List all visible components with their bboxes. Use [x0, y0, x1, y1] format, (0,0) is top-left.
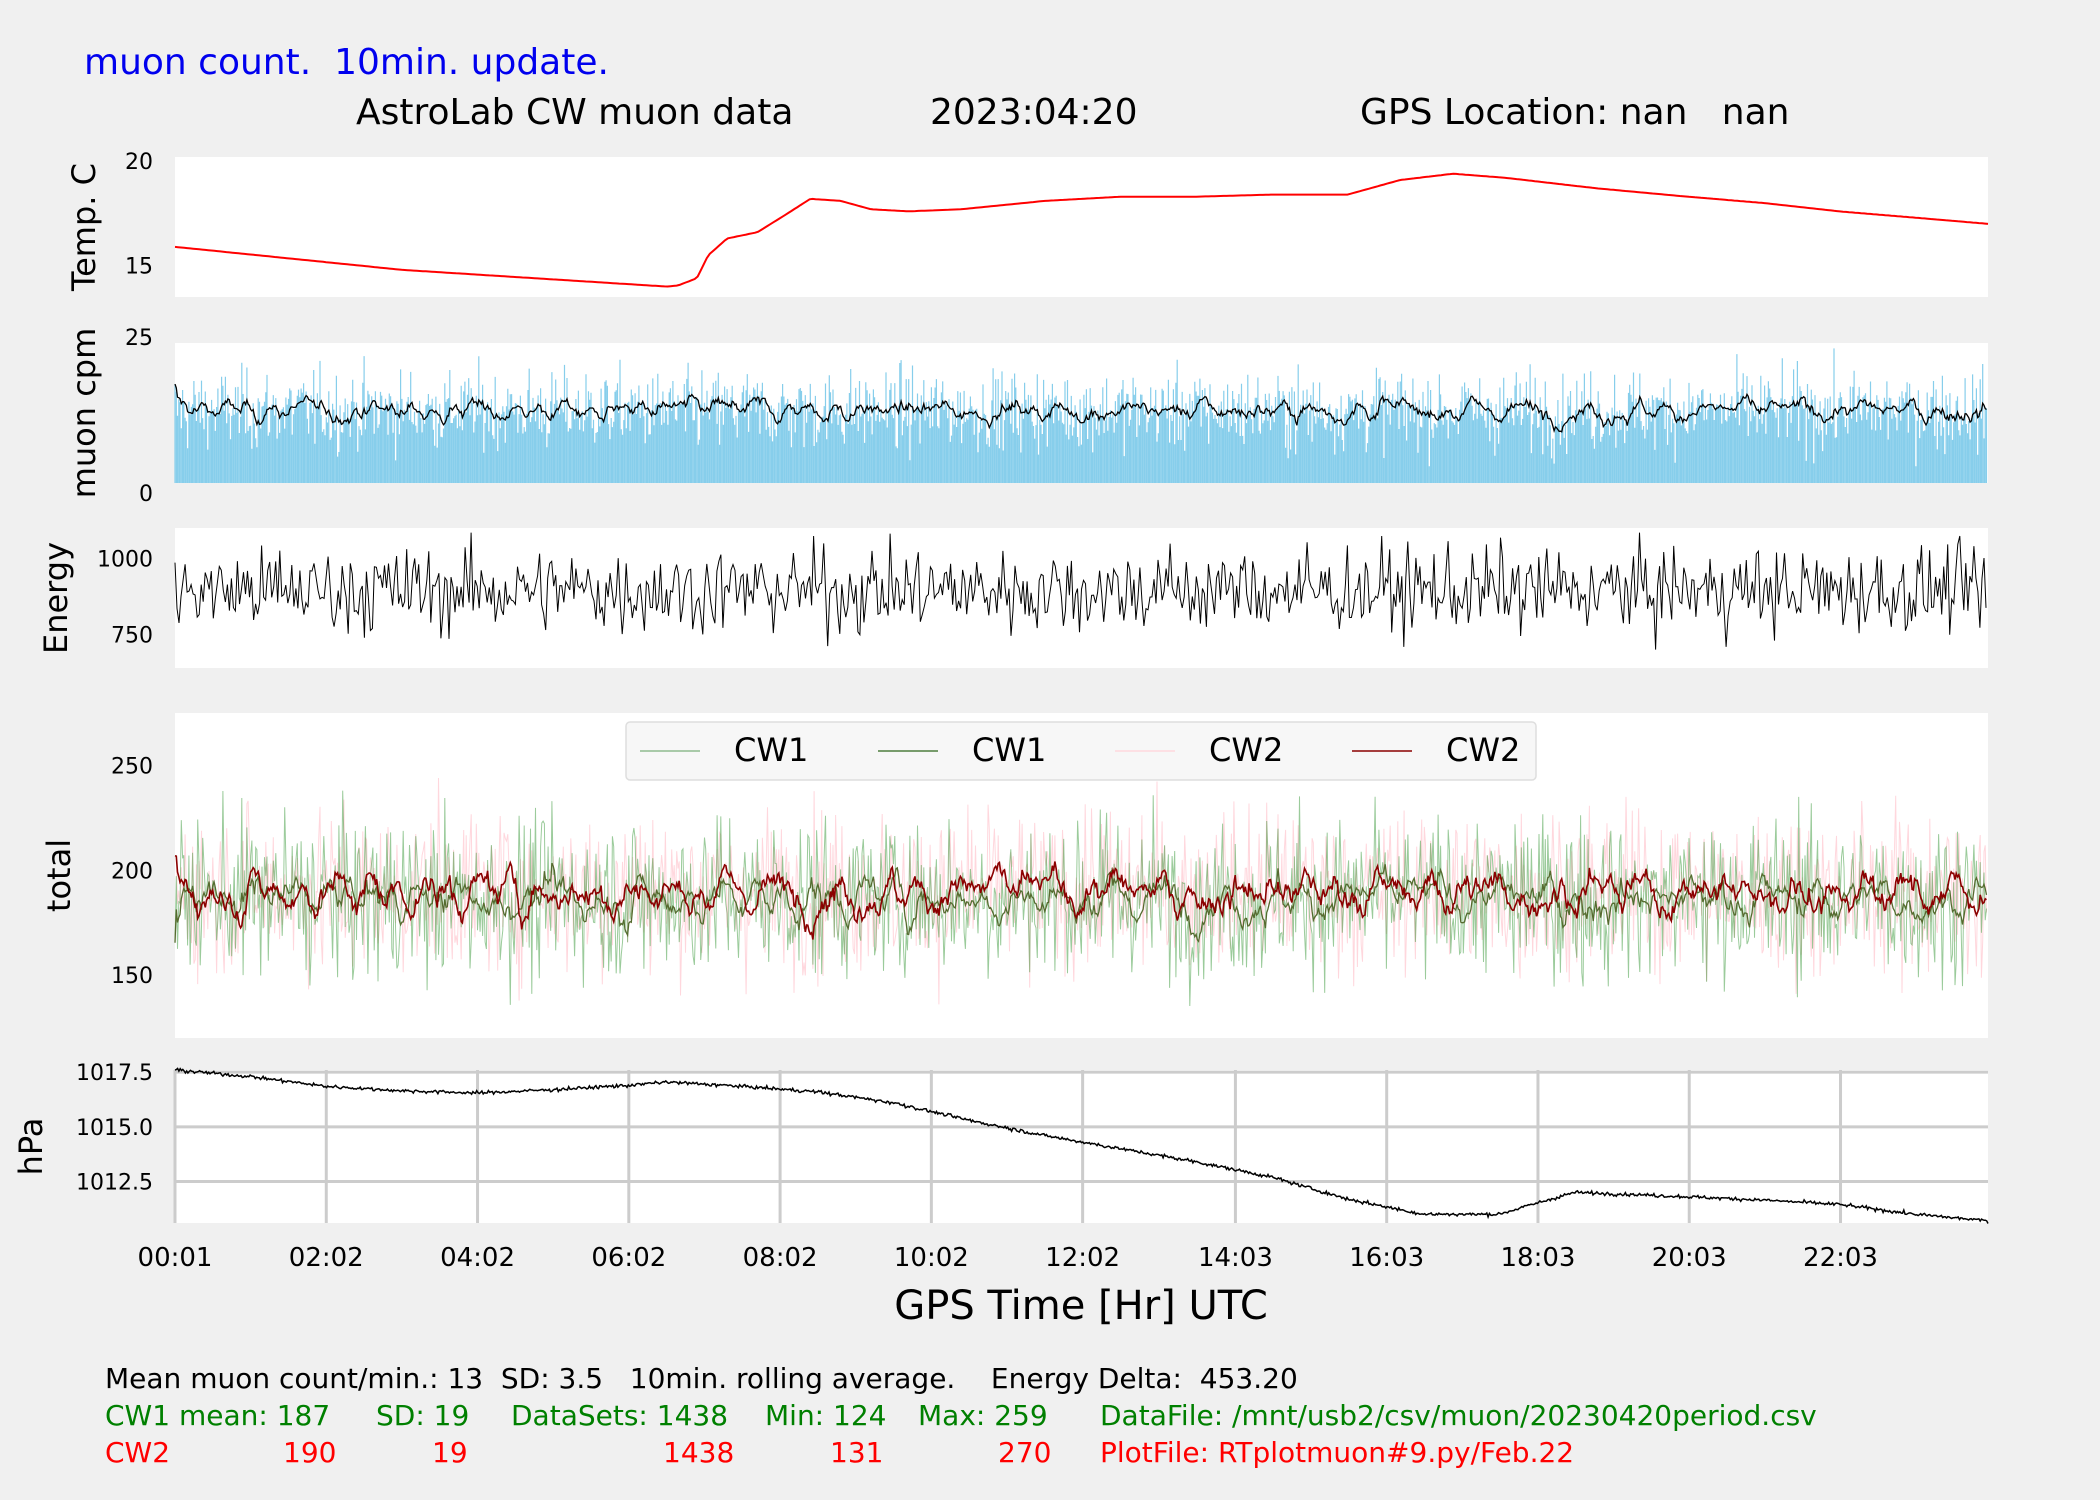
temperature-line: [174, 172, 1989, 288]
y-tick-label: 0: [139, 482, 153, 507]
y-tick-label: 1012.5: [76, 1170, 153, 1195]
y-tick-label: 250: [111, 754, 153, 779]
y-tick-label: 15: [125, 255, 153, 280]
x-tick-label: 18:03: [1500, 1243, 1575, 1273]
cw2-min: 131: [830, 1436, 884, 1469]
plot-file: PlotFile: RTplotmuon#9.py/Feb.22: [1100, 1436, 1575, 1469]
y-tick-label: 150: [111, 964, 153, 989]
x-axis: 00:01 02:02 04:02 06:02 08:02 10:02 12:02 14:03…: [138, 1243, 1878, 1329]
cw1-max: Max: 259: [918, 1399, 1048, 1432]
x-tick-label: 20:03: [1652, 1243, 1727, 1273]
cw2-max: 270: [998, 1436, 1052, 1469]
cw2-label: CW2: [105, 1436, 171, 1469]
footer-summary: Mean muon count/min.: 13 SD: 3.5 10min. …: [105, 1362, 1298, 1395]
y-axis-label: hPa: [12, 1118, 50, 1176]
cw1-rolling-line: [174, 862, 1988, 943]
y-tick-label: 20: [125, 150, 153, 175]
cw1-datasets: DataSets: 1438: [511, 1399, 729, 1432]
gps-location: GPS Location: nan nan: [1360, 92, 1790, 133]
x-tick-label: 02:02: [289, 1243, 364, 1273]
x-tick-label: 06:02: [591, 1243, 666, 1273]
energy-line: [174, 532, 1987, 650]
data-file: DataFile: /mnt/usb2/csv/muon/20230420per…: [1100, 1399, 1817, 1432]
cw2-datasets: 1438: [663, 1436, 735, 1469]
cw2-mean: 190: [283, 1436, 337, 1469]
energy-panel: 750 1000: [97, 528, 1988, 668]
plot-area: [175, 157, 1988, 297]
y-axis-label: muon cpm: [65, 328, 103, 499]
x-tick-label: 04:02: [440, 1243, 515, 1273]
x-tick-label: 12:02: [1045, 1243, 1120, 1273]
cw1-raw-line: [174, 790, 1987, 1007]
y-tick-label: 1017.5: [76, 1061, 153, 1086]
legend-label: CW2: [1446, 731, 1520, 769]
muon-cpm-panel: 0 25: [125, 326, 1988, 507]
muon-rolling-average-line: [174, 383, 1987, 434]
x-tick-label: 00:01: [138, 1243, 213, 1273]
page-title: AstroLab CW muon data: [356, 92, 794, 133]
pressure-line: [174, 1067, 1989, 1224]
x-axis-label: GPS Time [Hr] UTC: [894, 1283, 1268, 1329]
legend-label: CW1: [972, 731, 1046, 769]
x-tick-label: 10:02: [894, 1243, 969, 1273]
cw1-mean: CW1 mean: 187: [105, 1399, 331, 1432]
legend-label: CW2: [1209, 731, 1283, 769]
legend-box: [625, 721, 1537, 781]
update-note: muon count. 10min. update.: [84, 42, 609, 83]
x-tick-label: 16:03: [1349, 1243, 1424, 1273]
cw1-sd: SD: 19: [376, 1399, 470, 1432]
y-tick-label: 750: [111, 624, 153, 649]
y-tick-label: 25: [125, 326, 153, 351]
legend-label: CW1: [734, 731, 808, 769]
total-panel: 150 200 250 CW1 CW1 CW2 CW2: [111, 713, 1988, 1038]
x-tick-label: 22:03: [1803, 1243, 1878, 1273]
x-tick-label: 14:03: [1198, 1243, 1273, 1273]
muon-count-bars: [174, 348, 1988, 483]
x-tick-label: 08:02: [743, 1243, 818, 1273]
y-tick-label: 1015.0: [76, 1116, 153, 1141]
legend: CW1 CW1 CW2 CW2: [625, 721, 1537, 781]
cw1-min: Min: 124: [765, 1399, 887, 1432]
y-tick-label: 200: [111, 859, 153, 884]
y-axis-label: total: [40, 839, 78, 912]
y-axis-label: Energy: [37, 542, 75, 654]
cw2-rolling-line: [174, 855, 1987, 940]
pressure-panel: 1012.5 1015.0 1017.5: [76, 1061, 1989, 1224]
y-tick-label: 1000: [97, 547, 153, 572]
date-label: 2023:04:20: [930, 92, 1138, 133]
y-axis-label: Temp. C: [65, 163, 103, 292]
cw2-sd: 19: [432, 1436, 468, 1469]
